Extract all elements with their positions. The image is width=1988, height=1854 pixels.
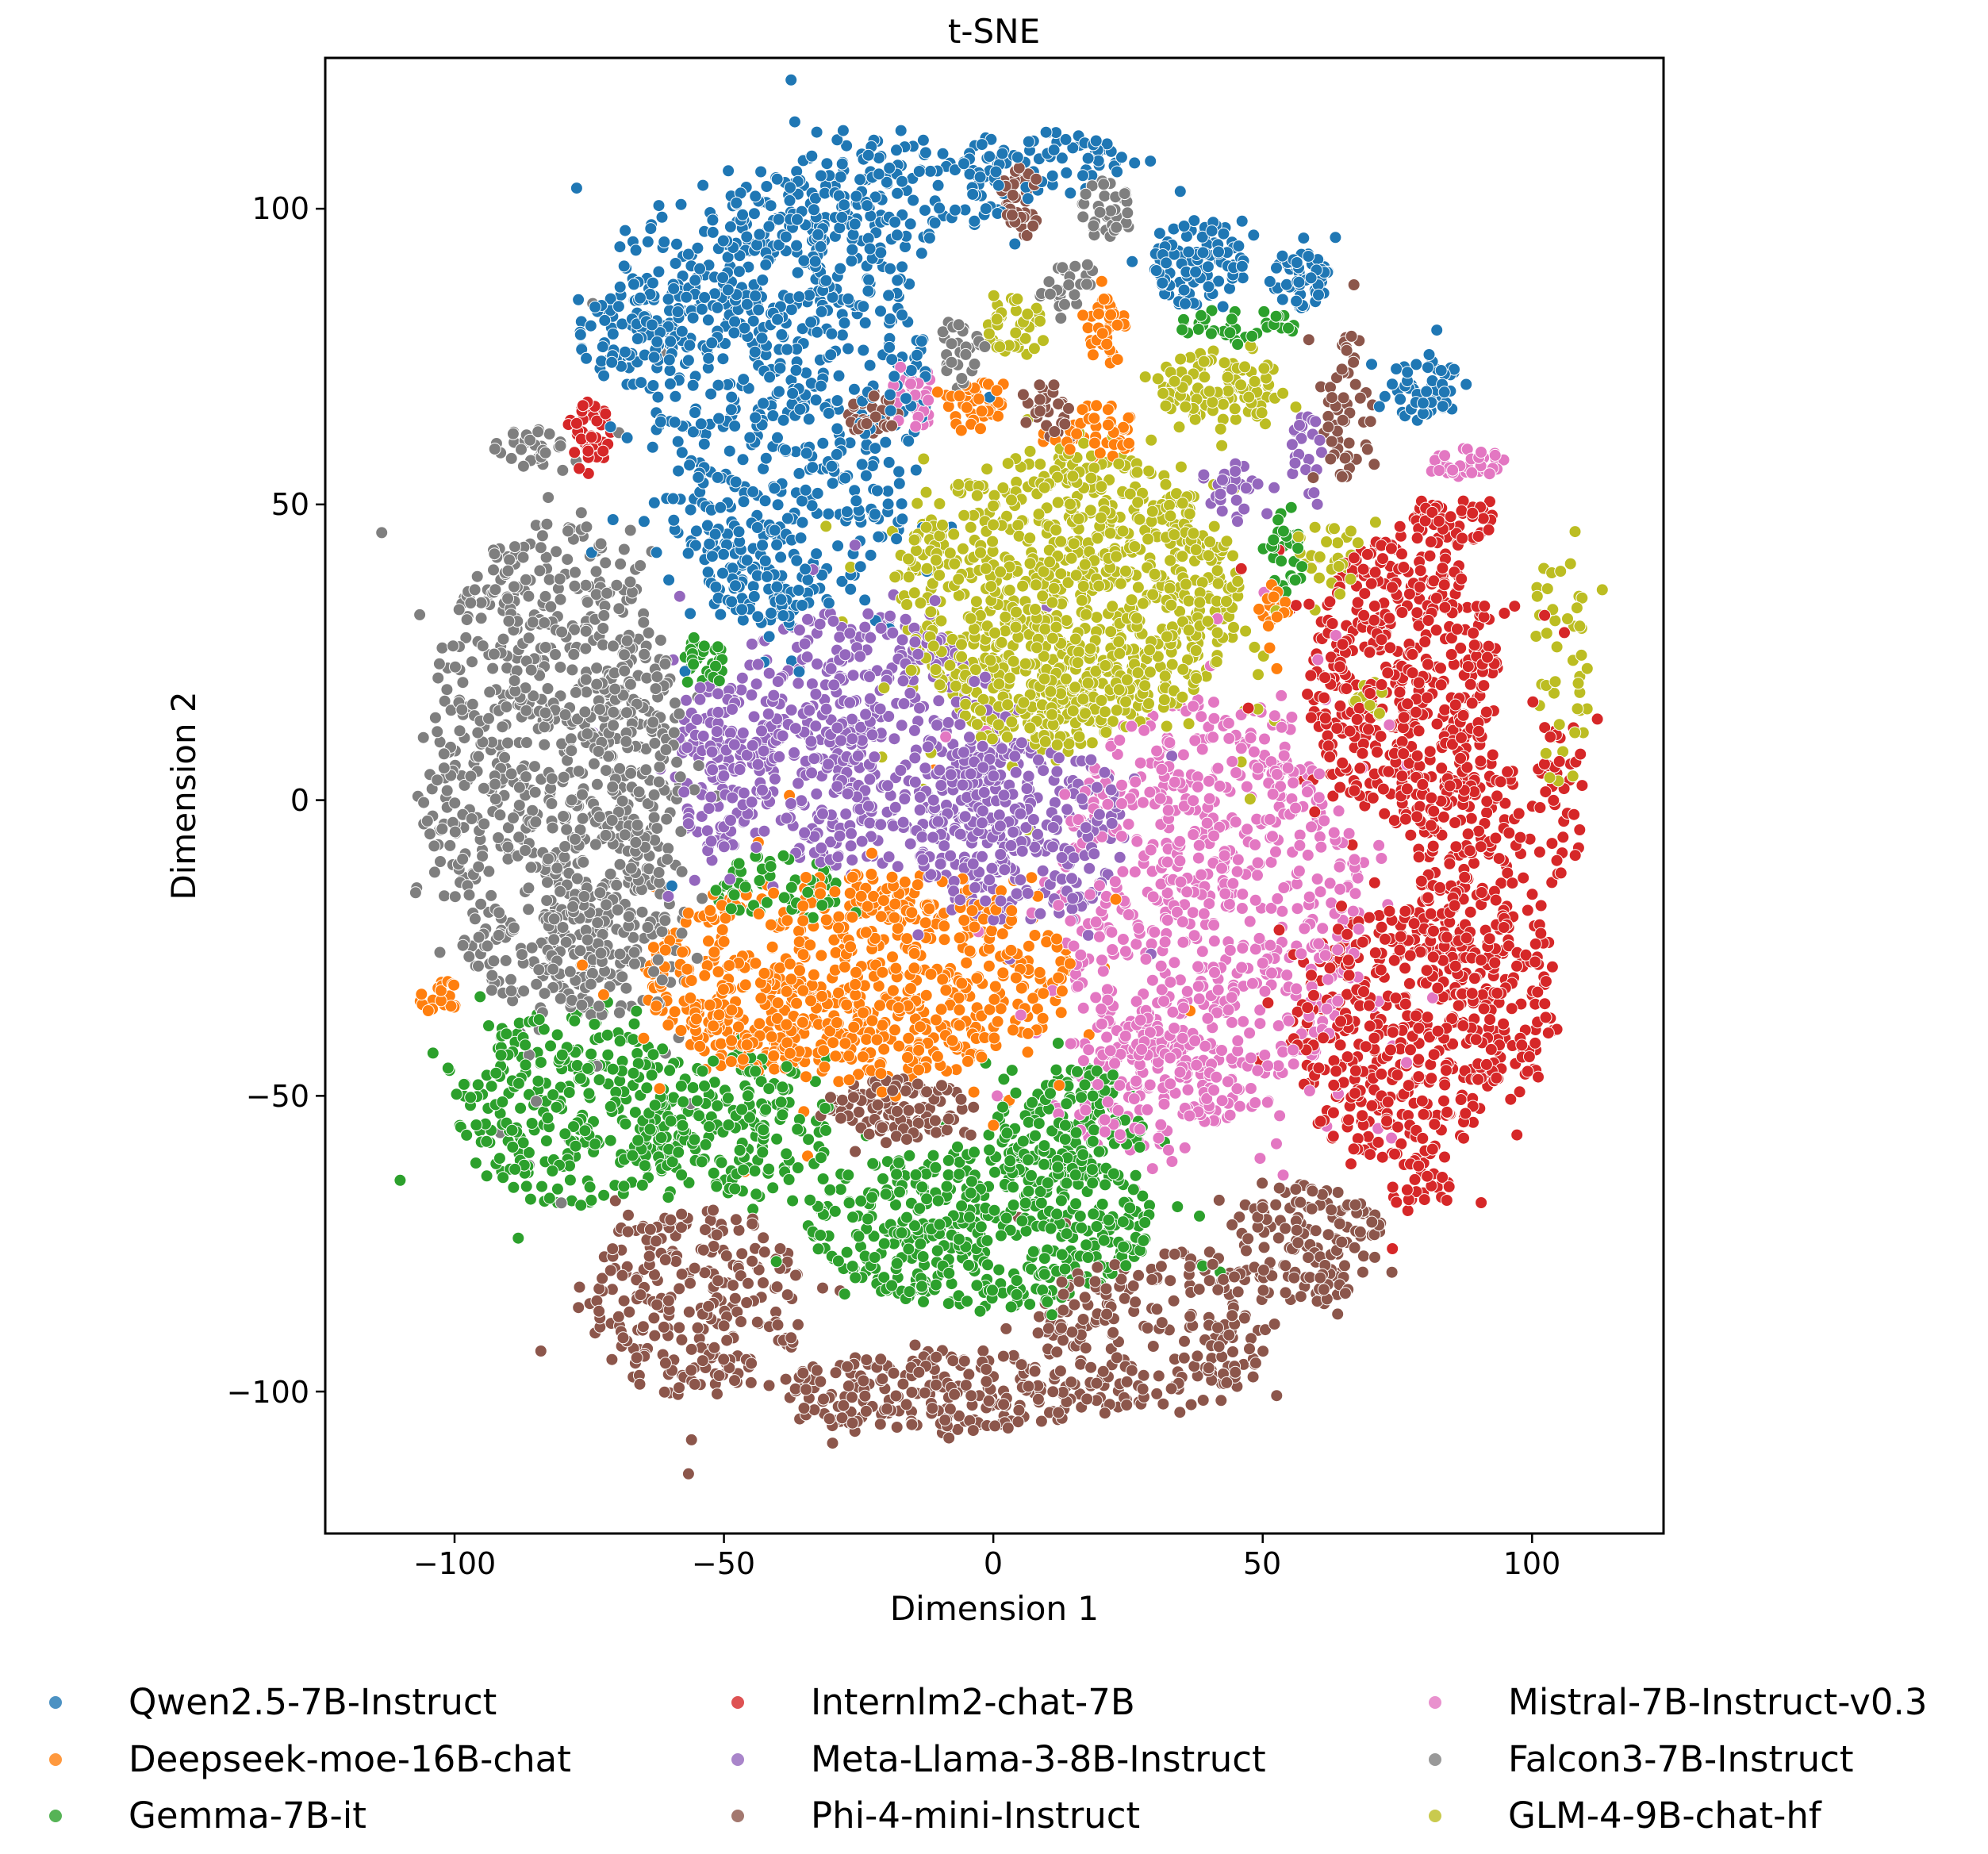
- legend-label: Phi-4-mini-Instruct: [811, 1795, 1141, 1837]
- y-tick-label: 50: [271, 487, 309, 522]
- x-tick-label: 0: [983, 1546, 1004, 1581]
- legend-marker-icon: [731, 1696, 744, 1709]
- legend-marker-icon: [49, 1696, 62, 1709]
- legend: Qwen2.5-7B-Instruct Deepseek-moe-16B-cha…: [0, 1672, 1988, 1847]
- scatter-points: [375, 73, 1609, 1480]
- legend-marker-icon: [1429, 1753, 1441, 1766]
- x-axis-label: Dimension 1: [889, 1589, 1100, 1628]
- chart-title: t-SNE: [947, 12, 1041, 51]
- y-tick-marks: [316, 207, 325, 1393]
- legend-marker-icon: [1429, 1810, 1441, 1822]
- legend-marker-icon: [49, 1753, 62, 1766]
- x-tick-label: 50: [1242, 1546, 1282, 1581]
- legend-label: Mistral-7B-Instruct-v0.3: [1508, 1681, 1928, 1723]
- legend-marker-icon: [49, 1810, 62, 1822]
- y-tick-label: −50: [245, 1079, 309, 1114]
- legend-marker-icon: [731, 1810, 744, 1822]
- y-tick-label: 0: [290, 783, 309, 818]
- legend-label: Qwen2.5-7B-Instruct: [129, 1681, 497, 1723]
- legend-label: Falcon3-7B-Instruct: [1508, 1738, 1854, 1780]
- legend-label: Meta-Llama-3-8B-Instruct: [811, 1738, 1266, 1780]
- legend-label: GLM-4-9B-chat-hf: [1508, 1795, 1821, 1837]
- legend-marker-icon: [1429, 1696, 1441, 1709]
- legend-marker-icon: [731, 1753, 744, 1766]
- x-tick-label: 100: [1503, 1546, 1561, 1581]
- axes-frame: [324, 56, 1665, 1535]
- legend-label: Deepseek-moe-16B-chat: [129, 1738, 571, 1780]
- legend-label: Gemma-7B-it: [129, 1795, 367, 1837]
- y-tick-label: 100: [251, 191, 309, 226]
- legend-label: Internlm2-chat-7B: [811, 1681, 1135, 1723]
- y-tick-label: −100: [226, 1375, 309, 1410]
- y-axis-label: Dimension 2: [164, 691, 203, 900]
- x-tick-label: −100: [413, 1546, 497, 1581]
- x-tick-marks: [453, 1533, 1533, 1543]
- x-tick-label: −50: [691, 1546, 756, 1581]
